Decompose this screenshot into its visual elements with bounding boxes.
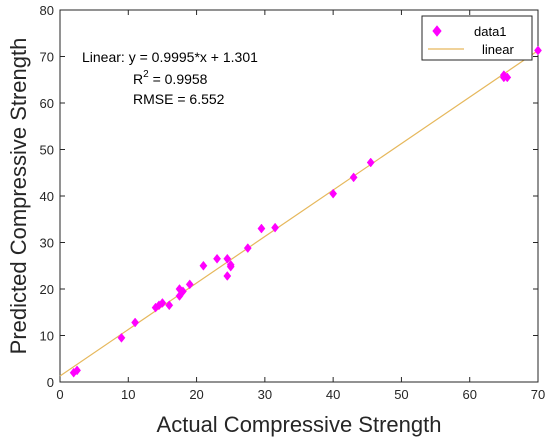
data-point [185,279,194,290]
x-tick-label: 0 [56,387,63,402]
data-point [366,157,375,168]
data-point [243,243,252,253]
x-tick-label: 50 [394,387,408,402]
data-point [117,332,126,343]
data-point [178,286,187,297]
data-point [131,317,140,328]
fit-line-layer [59,50,539,377]
y-tick-label: 0 [47,375,54,390]
fit-line [59,50,539,377]
data-point [271,222,280,233]
y-tick-label: 30 [40,236,54,251]
r2-annotation: R2 = 0.9958 [133,69,208,87]
y-tick-label: 60 [40,96,54,111]
data-point [199,260,208,271]
x-tick-label: 70 [531,387,545,402]
y-tick-label: 10 [40,329,54,344]
x-axis-title: Actual Compressive Strength [157,412,442,437]
legend-label-linear: linear [482,42,514,57]
equation-annotation: Linear: y = 0.9995*x + 1.301 [82,49,258,65]
data-point [223,253,232,264]
data-point [213,253,221,264]
x-tick-label: 10 [121,387,135,402]
data-point [257,223,266,234]
data-point [349,172,358,183]
y-tick-label: 80 [40,3,54,18]
y-tick-label: 20 [40,282,54,297]
ticks-layer: 0 10 20 30 40 50 60 70 0 10 20 30 40 50 60 70 80 [40,3,546,402]
data-point [329,188,338,199]
data-point [503,72,512,83]
legend-label-data1: data1 [474,24,507,39]
rmse-annotation: RMSE = 6.552 [133,91,225,107]
y-tick-label: 70 [40,50,54,65]
legend-marker-data1 [432,25,442,37]
plot-frame [59,9,539,383]
legend: data1 linear [421,15,533,61]
data-point [223,271,232,281]
r2-suffix: = 0.9958 [149,71,208,87]
x-tick-label: 40 [326,387,340,402]
y-axis-title: Predicted Compressive Strength [6,38,31,355]
x-tick-label: 20 [189,387,203,402]
data-point [158,298,167,308]
data-point [226,261,235,272]
data-point [165,300,174,311]
data-point [73,365,81,376]
legend-box [421,15,533,61]
y-tick-label: 50 [40,143,54,158]
x-tick-label: 60 [462,387,476,402]
x-tick-label: 30 [258,387,272,402]
points-layer [69,45,542,378]
data-point [534,45,542,56]
r2-superscript: 2 [143,69,149,80]
y-tick-label: 40 [40,189,54,204]
r2-prefix: R [133,71,143,87]
